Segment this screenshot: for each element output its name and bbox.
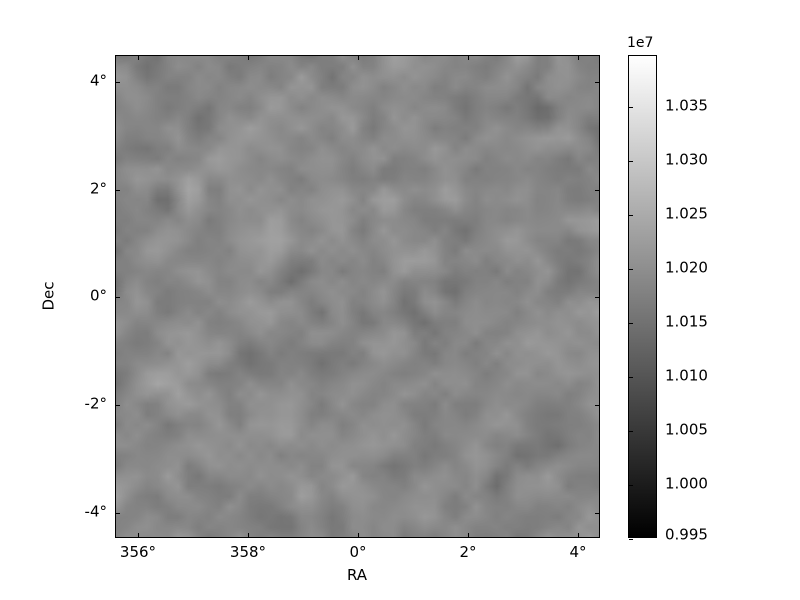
xticklabel-0: 0° [349, 543, 367, 561]
ytick-left-2 [116, 190, 120, 191]
ytick-right-4 [595, 82, 599, 83]
xtick-bottom-4 [578, 533, 579, 537]
xtick-top-356 [138, 56, 139, 60]
cbtick-1005 [629, 431, 633, 432]
ytick-right-m4 [595, 513, 599, 514]
xticklabel-356: 356° [119, 543, 157, 561]
cbtick-1015 [629, 323, 633, 324]
cbtick-1020 [629, 269, 633, 270]
cbtick-1010 [629, 377, 633, 378]
ytick-right-0 [595, 297, 599, 298]
yticklabel-m4: -4° [84, 502, 107, 521]
ytick-right-m2 [595, 405, 599, 406]
cbticklabel-0995: 0.995 [665, 525, 708, 544]
y-axis-label: Dec [39, 281, 58, 311]
cbtick-0995 [629, 539, 633, 540]
cbticklabel-1030: 1.030 [665, 150, 708, 169]
cbticklabel-1010: 1.010 [665, 366, 708, 385]
yticklabel-2: 2° [89, 179, 107, 198]
ytick-left-m2 [116, 405, 120, 406]
cbticklabel-1005: 1.005 [665, 420, 708, 439]
cbticklabel-1000: 1.000 [665, 474, 708, 493]
yticklabel-4: 4° [89, 71, 107, 90]
cbtick-1000 [629, 485, 633, 486]
cbtick-1030 [629, 161, 633, 162]
xticklabel-358: 358° [229, 543, 267, 561]
xtick-top-2 [468, 56, 469, 60]
colorbar[interactable] [628, 55, 657, 540]
ytick-left-m4 [116, 513, 120, 514]
xticklabel-2: 2° [459, 543, 477, 561]
cbticklabel-1025: 1.025 [665, 204, 708, 223]
ytick-left-4 [116, 82, 120, 83]
cbtick-1025 [629, 215, 633, 216]
xtick-bottom-2 [468, 533, 469, 537]
x-axis-label: RA [346, 566, 368, 584]
ytick-left-0 [116, 297, 120, 298]
yticklabel-m2: -2° [84, 394, 107, 413]
cbticklabel-1015: 1.015 [665, 312, 708, 331]
xtick-bottom-358 [248, 533, 249, 537]
xtick-top-0 [358, 56, 359, 60]
heatmap-image [116, 56, 599, 537]
xtick-bottom-356 [138, 533, 139, 537]
colorbar-offset-label: 1e7 [627, 35, 654, 51]
xtick-bottom-0 [358, 533, 359, 537]
cbtick-1035 [629, 107, 633, 108]
heatmap-axes[interactable] [115, 55, 600, 538]
xtick-top-4 [578, 56, 579, 60]
yticklabel-0: 0° [89, 286, 107, 305]
xticklabel-4: 4° [569, 543, 587, 561]
ytick-right-2 [595, 190, 599, 191]
cbticklabel-1035: 1.035 [665, 96, 708, 115]
cbticklabel-1020: 1.020 [665, 258, 708, 277]
xtick-top-358 [248, 56, 249, 60]
